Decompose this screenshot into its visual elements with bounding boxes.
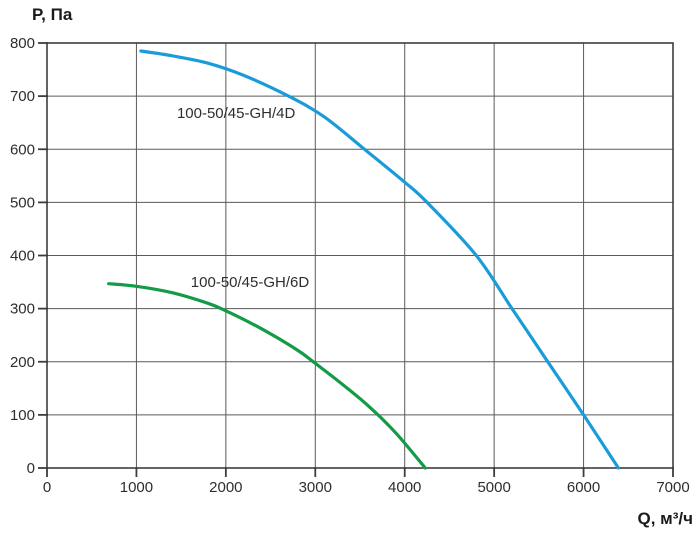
x-tick-label: 6000	[567, 479, 600, 496]
y-tick-label: 200	[10, 354, 35, 371]
grid-lines	[46, 42, 674, 469]
series-curve-100-50-45-gh-6d	[107, 282, 427, 470]
y-tick-labels: 0 100 200 300 400 500 600 700 800	[10, 35, 35, 477]
y-tick-label: 400	[10, 248, 35, 265]
y-axis-title: P, Па	[32, 5, 73, 24]
series-curves	[107, 49, 620, 470]
curve-labels: 100-50/45-GH/4D 100-50/45-GH/6D	[177, 105, 309, 291]
curve-label: 100-50/45-GH/4D	[177, 105, 296, 122]
x-tick-label: 5000	[477, 479, 510, 496]
y-tick-label: 500	[10, 194, 35, 211]
x-tick-label: 7000	[656, 479, 689, 496]
y-tick-label: 300	[10, 301, 35, 318]
x-tick-label: 1000	[120, 479, 153, 496]
x-tick-label: 4000	[388, 479, 421, 496]
axis-ticks	[38, 42, 674, 477]
x-tick-label: 3000	[299, 479, 332, 496]
x-axis-title: Q, м³/ч	[638, 509, 694, 528]
x-tick-labels: 0 1000 2000 3000 4000 5000 6000 7000	[43, 479, 690, 496]
y-tick-label: 800	[10, 35, 35, 52]
x-tick-label: 2000	[209, 479, 242, 496]
y-tick-label: 100	[10, 407, 35, 424]
y-tick-label: 700	[10, 88, 35, 105]
x-tick-label: 0	[43, 479, 51, 496]
curve-label: 100-50/45-GH/6D	[191, 274, 310, 291]
y-tick-label: 600	[10, 141, 35, 158]
series-curve-100-50-45-gh-4d	[139, 49, 620, 470]
y-tick-label: 0	[27, 460, 35, 477]
